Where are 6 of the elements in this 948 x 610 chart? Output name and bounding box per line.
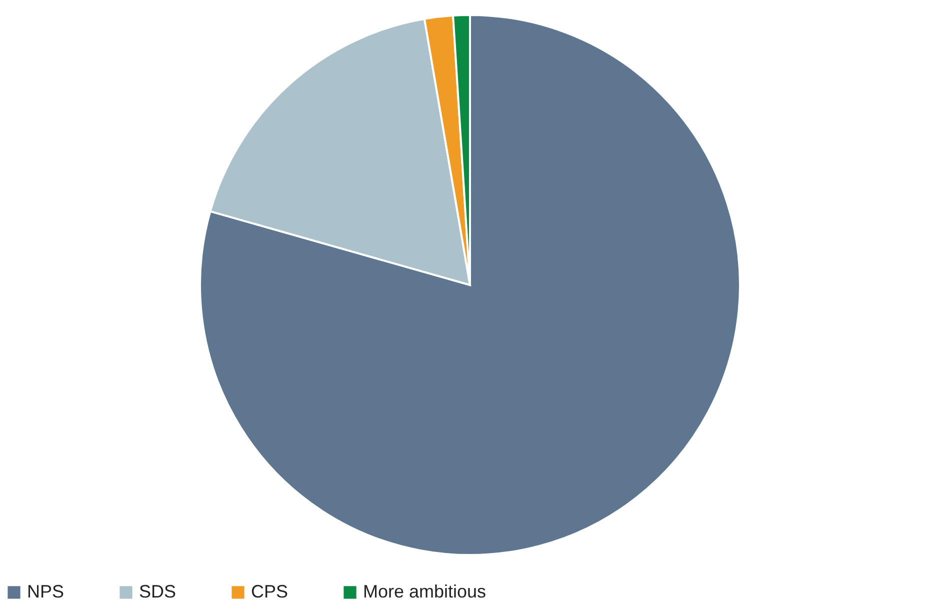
pie-slice bbox=[209, 18, 471, 286]
legend-label: NPS bbox=[27, 581, 64, 602]
legend-label: CPS bbox=[251, 581, 288, 602]
legend-label: SDS bbox=[139, 581, 176, 602]
pie-slice bbox=[199, 14, 741, 556]
legend-label: More ambitious bbox=[363, 581, 486, 602]
